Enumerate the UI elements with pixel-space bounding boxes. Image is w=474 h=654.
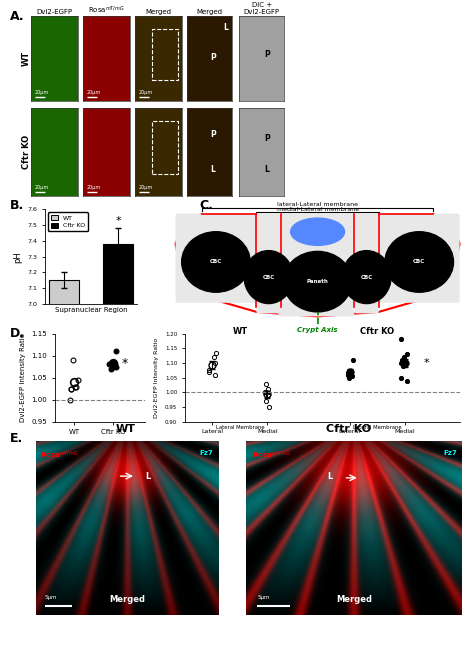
Text: lateral-Lateral membrane: lateral-Lateral membrane xyxy=(277,202,358,207)
Text: B.: B. xyxy=(9,199,24,213)
Legend: WT, Cftr KO: WT, Cftr KO xyxy=(48,213,88,231)
Text: Merged: Merged xyxy=(337,595,372,604)
Text: 20µm: 20µm xyxy=(35,90,49,95)
Text: 20µm: 20µm xyxy=(87,185,101,190)
Text: Cftr KO: Cftr KO xyxy=(326,424,371,434)
Title: Merged: Merged xyxy=(197,9,223,14)
Ellipse shape xyxy=(244,250,293,303)
Text: WT: WT xyxy=(232,327,247,336)
Text: L: L xyxy=(264,165,269,174)
Text: *: * xyxy=(122,356,128,370)
Text: CBC: CBC xyxy=(263,275,275,280)
Text: Cftr KO: Cftr KO xyxy=(360,327,394,336)
Text: Fz7: Fz7 xyxy=(200,450,213,456)
Title: Merged: Merged xyxy=(146,9,172,14)
Title: Dvl2-EGFP: Dvl2-EGFP xyxy=(36,9,73,14)
Ellipse shape xyxy=(342,250,391,303)
Text: Merged: Merged xyxy=(109,595,145,604)
Text: Lateral Membrane: Lateral Membrane xyxy=(353,425,401,430)
Text: WT: WT xyxy=(22,51,30,67)
Text: CBC: CBC xyxy=(210,260,222,264)
FancyBboxPatch shape xyxy=(256,214,281,313)
Title: Rosa$^{mT/mG}$: Rosa$^{mT/mG}$ xyxy=(88,5,125,16)
Y-axis label: pH: pH xyxy=(13,251,22,262)
Ellipse shape xyxy=(182,232,250,292)
Text: L: L xyxy=(145,472,150,481)
Text: medial-Lateral membrane: medial-Lateral membrane xyxy=(276,207,359,212)
Text: D.: D. xyxy=(9,327,25,340)
FancyBboxPatch shape xyxy=(175,214,256,303)
Text: Cftr KO: Cftr KO xyxy=(22,135,30,169)
Text: Rosa$^{mT/mG}$: Rosa$^{mT/mG}$ xyxy=(40,450,79,462)
Text: Paneth: Paneth xyxy=(307,279,328,284)
Text: CBC: CBC xyxy=(413,260,425,264)
Text: A.: A. xyxy=(9,10,24,23)
Ellipse shape xyxy=(291,218,345,245)
Text: 20µm: 20µm xyxy=(139,90,153,95)
Text: E.: E. xyxy=(9,432,23,445)
Bar xyxy=(152,121,178,174)
Bar xyxy=(49,281,79,654)
Y-axis label: Dvl2-EGFP Intensity Ratio: Dvl2-EGFP Intensity Ratio xyxy=(19,333,26,422)
Ellipse shape xyxy=(385,232,454,292)
Text: 5µm: 5µm xyxy=(257,595,270,600)
Text: Fz7: Fz7 xyxy=(443,450,457,456)
FancyBboxPatch shape xyxy=(278,214,354,317)
Text: P: P xyxy=(264,50,270,59)
FancyBboxPatch shape xyxy=(354,214,379,313)
Text: 20µm: 20µm xyxy=(87,90,101,95)
Text: 5µm: 5µm xyxy=(45,595,57,600)
Text: L: L xyxy=(210,165,216,174)
Text: P: P xyxy=(264,134,270,143)
X-axis label: Supranuclear Region: Supranuclear Region xyxy=(55,307,128,313)
Text: *: * xyxy=(116,216,121,226)
Text: L: L xyxy=(223,23,228,32)
Text: *: * xyxy=(424,358,429,368)
Text: Lateral Membrane: Lateral Membrane xyxy=(216,425,264,430)
Text: P: P xyxy=(210,53,217,61)
Bar xyxy=(103,244,133,654)
Text: WT: WT xyxy=(116,424,136,434)
Text: Rosa$^{mT/mG}$: Rosa$^{mT/mG}$ xyxy=(252,450,291,462)
Y-axis label: Dvl2-EGFP Intensity Ratio: Dvl2-EGFP Intensity Ratio xyxy=(155,337,159,418)
Text: C.: C. xyxy=(199,199,213,213)
Text: CBC: CBC xyxy=(360,275,373,280)
Title: DIC +
Dvl2-EGFP: DIC + Dvl2-EGFP xyxy=(244,1,280,14)
Text: 20µm: 20µm xyxy=(139,185,153,190)
Bar xyxy=(152,29,178,80)
FancyBboxPatch shape xyxy=(379,214,460,303)
Text: L: L xyxy=(328,472,333,481)
Text: Crypt Axis: Crypt Axis xyxy=(297,327,338,333)
Text: P: P xyxy=(210,130,217,139)
Ellipse shape xyxy=(283,251,352,312)
Text: 20µm: 20µm xyxy=(35,185,49,190)
